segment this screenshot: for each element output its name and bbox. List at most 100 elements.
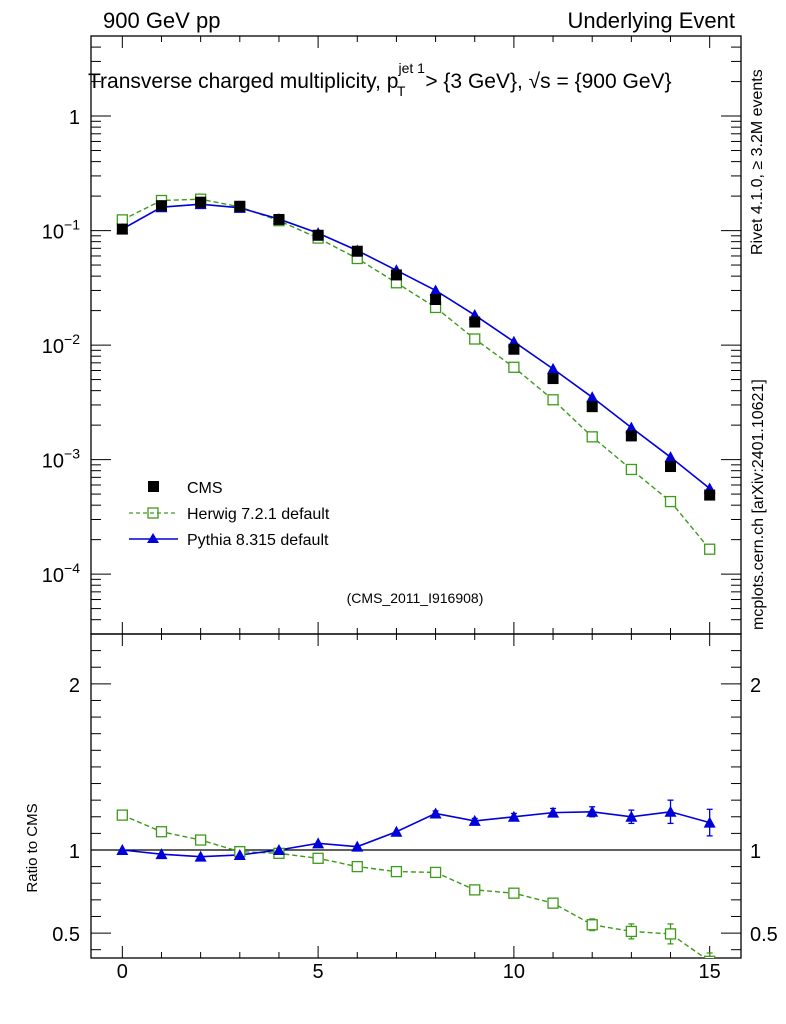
y-tick-label: 10−3: [42, 446, 80, 473]
pythia-ratio-point: [390, 825, 403, 837]
pythia-ratio-line: [122, 810, 710, 858]
pythia-ratio-point: [703, 816, 716, 828]
pythia-ratio-point: [586, 805, 599, 817]
cms-point: [508, 343, 520, 355]
x-tick-label: 0: [117, 961, 128, 983]
header-left-label: 900 GeV pp: [103, 8, 220, 33]
y-tick-label: 10−2: [42, 331, 80, 358]
chart-title-sup: jet 1: [397, 60, 425, 76]
cms-point: [665, 461, 677, 473]
cms-point: [351, 245, 363, 257]
cms-point: [195, 196, 207, 208]
cms-point: [625, 430, 637, 442]
herwig-ratio-point: [390, 865, 403, 878]
herwig-ratio-point: [664, 928, 677, 940]
pythia-ratio-point: [351, 840, 364, 852]
herwig-point: [586, 431, 598, 443]
y-tick-base: 10: [42, 565, 64, 587]
chart-title-suffix: > {3 GeV}, √s = {900 GeV}: [419, 70, 671, 93]
pythia-ratio-point: [116, 844, 129, 855]
cms-point: [390, 269, 402, 281]
main-axes: [90, 35, 742, 635]
pythia-point: [586, 391, 599, 403]
cms-point: [547, 373, 559, 385]
x-tick-label: 10: [503, 961, 525, 983]
rivet-label: Rivet 4.1.0, ≥ 3.2M events: [749, 69, 766, 255]
pythia-ratio-point: [429, 807, 442, 819]
main-series-group: [116, 193, 716, 555]
pythia-ratio-point: [625, 810, 638, 822]
y-tick-base: 10: [42, 451, 64, 473]
cms-point: [234, 200, 246, 212]
cms-point: [312, 229, 324, 241]
x-tick-label: 5: [313, 961, 324, 983]
pythia-point: [547, 362, 560, 374]
legend-cms-marker: [148, 481, 159, 492]
herwig-line: [122, 198, 711, 550]
pythia-point: [664, 451, 677, 463]
herwig-ratio-point: [351, 860, 363, 873]
herwig-point: [469, 333, 481, 345]
herwig-ratio-point: [116, 809, 128, 821]
pythia-ratio-point: [155, 848, 168, 860]
legend-herwig-marker: [147, 507, 159, 519]
pythia-ratio-point: [194, 850, 207, 862]
legend: CMS Herwig 7.2.1 default Pythia 8.315 de…: [129, 480, 330, 549]
ratio-series-group: [116, 799, 716, 958]
herwig-ratio-point: [469, 884, 481, 896]
y-tick-base: 1: [69, 107, 80, 129]
analysis-watermark: (CMS_2011_I916908): [347, 590, 484, 606]
pythia-line: [121, 203, 711, 490]
pythia-ratio-point: [272, 844, 285, 855]
ratio-y-axis-label: Ratio to CMS: [24, 803, 41, 892]
herwig-point: [625, 463, 638, 476]
pythia-ratio-point: [507, 810, 520, 822]
pythia-point: [625, 421, 638, 433]
herwig-ratio-point: [194, 834, 207, 846]
herwig-ratio-line: [122, 814, 707, 958]
herwig-ratio-point: [312, 852, 324, 864]
pythia-point: [429, 284, 442, 296]
y-tick-label: 10−1: [42, 217, 80, 244]
ratio-tick-label: 0.5: [52, 924, 80, 946]
ratio-tick-label-right: 1: [750, 841, 761, 863]
herwig-point: [547, 394, 559, 406]
y-tick-label: 10−4: [42, 560, 80, 587]
y-tick-base: 10: [42, 336, 64, 358]
x-tick-label: 15: [699, 961, 721, 983]
herwig-ratio-point: [704, 955, 716, 958]
cms-point: [704, 489, 716, 501]
cms-point: [469, 316, 481, 328]
herwig-ratio-point: [429, 866, 442, 879]
ratio-tick-label: 1: [69, 841, 80, 863]
ratio-frame: [90, 633, 742, 959]
mcplots-label: mcplots.cern.ch [arXiv:2401.10621]: [750, 379, 767, 630]
chart-title-sub: T: [397, 83, 406, 99]
header-right-label: Underlying Event: [567, 8, 735, 33]
chart-title-prefix: Transverse charged multiplicity, p: [88, 70, 398, 93]
legend-herwig-label: Herwig 7.2.1 default: [187, 506, 330, 523]
y-tick-exponent: −4: [64, 560, 80, 576]
cms-point: [116, 223, 128, 235]
pythia-ratio-point: [312, 837, 325, 849]
herwig-point: [664, 495, 677, 508]
y-tick-exponent: −1: [64, 217, 80, 233]
ratio-tick-label-right: 0.5: [750, 924, 778, 946]
herwig-ratio-point: [586, 919, 598, 931]
y-tick-label: 1: [69, 107, 80, 129]
ratio-tick-label-right: 2: [750, 675, 761, 697]
ratio-axes: [90, 633, 742, 959]
cms-point: [586, 401, 598, 413]
ratio-tick-label: 2: [69, 675, 80, 697]
y-tick-base: 10: [42, 222, 64, 244]
cms-point: [155, 200, 167, 212]
herwig-ratio-point: [547, 897, 559, 909]
legend-cms-label: CMS: [187, 480, 223, 497]
pythia-ratio-point: [664, 805, 677, 817]
chart-title: Transverse charged multiplicity, pjet 1 T…: [88, 60, 672, 99]
y-tick-exponent: −2: [64, 331, 80, 347]
herwig-point: [508, 361, 520, 373]
legend-pythia-label: Pythia 8.315 default: [187, 532, 329, 549]
